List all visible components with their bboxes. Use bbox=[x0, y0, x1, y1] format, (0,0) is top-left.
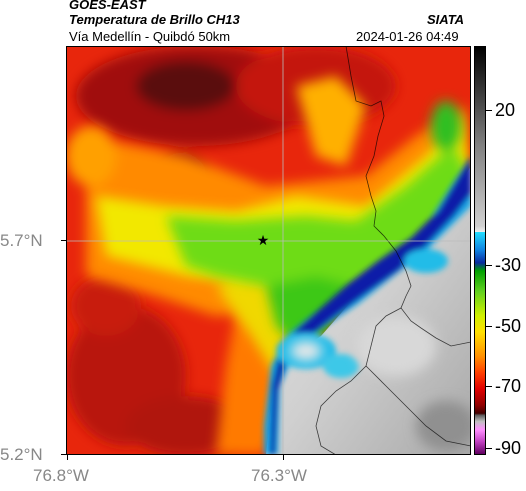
map-canvas: ★ bbox=[66, 46, 471, 455]
colorbar bbox=[474, 46, 486, 455]
colorbar-tick bbox=[486, 265, 492, 266]
colorbar-tick bbox=[486, 448, 492, 449]
x-tick bbox=[283, 455, 284, 460]
y-tick bbox=[61, 454, 66, 455]
colorbar-label-20: 20 bbox=[495, 100, 516, 120]
colorbar-tick bbox=[486, 386, 492, 387]
x-tick bbox=[67, 455, 68, 460]
colorbar-label-minus30: -30 bbox=[495, 255, 522, 275]
colorbar-tick bbox=[486, 326, 492, 327]
y-tick bbox=[61, 240, 66, 241]
satellite-title: GOES-EAST bbox=[69, 0, 146, 12]
border-line bbox=[345, 46, 471, 347]
region-label: Vía Medellín - Quibdó 50km bbox=[69, 29, 231, 44]
temperature-map[interactable]: ★ bbox=[66, 46, 471, 455]
source-label: SIATA bbox=[427, 12, 465, 27]
lat-label-5-2: 5.2°N bbox=[0, 445, 43, 464]
colorbar-label-minus70: -70 bbox=[495, 376, 522, 396]
location-marker-star: ★ bbox=[257, 232, 270, 248]
colorbar-label-minus50: -50 bbox=[495, 316, 522, 336]
colorbar-tick bbox=[486, 110, 492, 111]
lat-label-5-7: 5.7°N bbox=[0, 231, 43, 250]
product-title: Temperatura de Brillo CH13 bbox=[69, 12, 240, 27]
datetime-label: 2024-01-26 04:49 bbox=[356, 29, 459, 44]
lon-label-76-3: 76.3°W bbox=[251, 466, 307, 485]
colorbar-label-minus90: -90 bbox=[495, 438, 522, 458]
lon-label-76-8: 76.8°W bbox=[33, 466, 89, 485]
